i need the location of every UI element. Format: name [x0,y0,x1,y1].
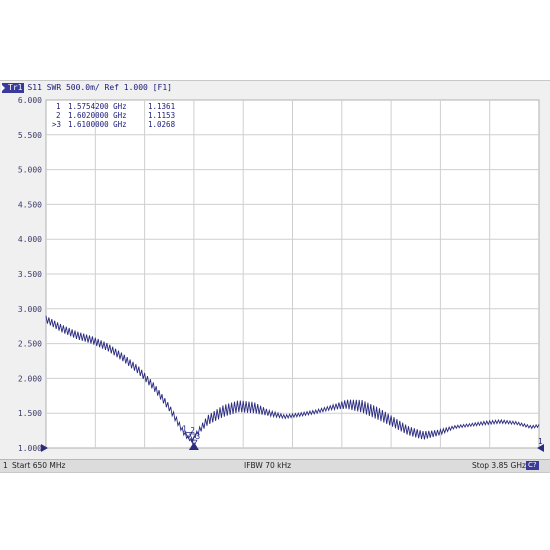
marker-value: 1.1153 [148,111,175,120]
marker-frequency: 1.5754200 GHz [68,102,127,111]
y-tick-label: 6.000 [18,96,42,105]
ref-trace-number: 1 [538,437,543,446]
y-tick-label: 1.500 [18,409,42,418]
marker-id: 1 [56,102,61,111]
y-tick-label: 5.500 [18,131,42,140]
status-stop-frequency[interactable]: Stop 3.85 GHz [472,461,526,470]
ref-level-left-icon[interactable] [41,444,48,452]
status-calibration-badge[interactable]: C? [526,461,539,470]
y-tick-label: 1.000 [18,444,42,453]
y-tick-label: 4.500 [18,200,42,209]
marker-value: 1.1361 [148,102,175,111]
trace-badge-label: Tr1 [8,83,23,92]
marker-id: 2 [56,111,61,120]
y-tick-label: 3.000 [18,305,42,314]
ref-level-right-icon [537,444,544,452]
plot-area[interactable]: 6.000 5.500 5.000 4.500 4.000 3.500 3.000 2.500… [0,94,550,459]
marker-point[interactable]: 2 [189,426,197,441]
marker-id: >3 [52,120,61,129]
y-tick-labels: 6.000 5.500 5.000 4.500 4.000 3.500 3.000 2.500… [18,96,42,453]
marker-triangle-icon [189,433,197,441]
trace-badge[interactable]: Tr1 [1,83,25,93]
status-bar: 1 Start 650 MHz IFBW 70 kHz Stop 3.85 GH… [0,459,550,472]
trace-info: S11 SWR 500.0m/ Ref 1.000 [F1] [27,83,172,92]
y-tick-label: 3.500 [18,270,42,279]
active-marker-stimulus-icon[interactable] [188,442,199,450]
vna-window: Tr1 S11 SWR 500.0m/ Ref 1.000 [F1] 6.000… [0,80,550,473]
marker-points: 1 23 [182,425,200,450]
status-start-frequency[interactable]: Start 650 MHz [12,461,66,470]
trace-arrow-icon [1,84,5,92]
trace-header: Tr1 S11 SWR 500.0m/ Ref 1.000 [F1] [0,81,550,94]
marker-point-label: 3 [196,432,201,441]
y-tick-label: 2.500 [18,340,42,349]
y-tick-label: 4.000 [18,235,42,244]
marker-point-label: 2 [190,426,195,435]
y-tick-label: 2.000 [18,374,42,383]
y-tick-label: 5.000 [18,166,42,175]
marker-frequency: 1.6020000 GHz [68,111,127,120]
marker-triangle-icon [190,439,198,448]
status-ifbw[interactable]: IFBW 70 kHz [244,461,292,470]
marker-point[interactable]: 3 [190,432,201,448]
marker-table: 1 1.5754200 GHz 1.1361 2 1.6020000 GHz 1.1153… [52,102,176,129]
status-channel: 1 [3,461,8,470]
marker-value: 1.0268 [148,120,176,129]
marker-frequency: 1.6100000 GHz [68,120,127,129]
trace-line [45,315,540,444]
marker-point-label: 1 [182,425,187,434]
